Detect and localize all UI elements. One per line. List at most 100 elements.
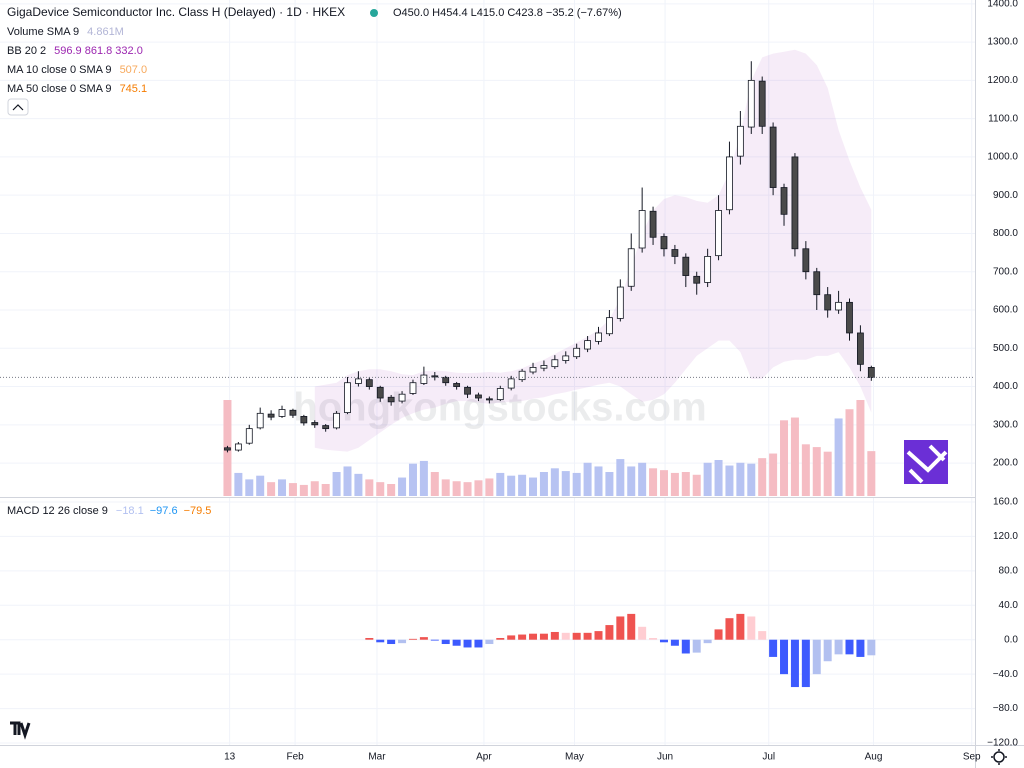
x-tick-label: Feb: [287, 752, 305, 763]
histogram-bar: [430, 639, 439, 641]
histogram-bar: [867, 639, 876, 656]
histogram-bar: [539, 633, 548, 640]
candle-body: [802, 248, 810, 273]
candle-body: [671, 249, 679, 257]
y-tick-label: 0.0: [1004, 634, 1018, 645]
volume-bar: [550, 468, 559, 496]
histogram-bar: [561, 632, 570, 640]
grid-layer: [0, 0, 975, 745]
volume-bar: [747, 463, 756, 496]
x-tick-label: Jul: [762, 752, 775, 763]
logo-bg: [904, 440, 948, 484]
y-tick-label: 1400.0: [987, 0, 1018, 9]
volume-bar: [725, 465, 734, 496]
legend-name: Volume SMA 9: [7, 26, 79, 38]
candle-body: [704, 256, 712, 283]
x-tick-label: Apr: [476, 752, 492, 763]
candle-body: [584, 340, 591, 350]
logo-mark: [906, 444, 948, 484]
histogram-bar: [670, 639, 679, 646]
histogram-bar: [572, 632, 581, 640]
volume-bar: [649, 468, 658, 496]
settings-button[interactable]: [991, 749, 1007, 765]
y-tick-label: 40.0: [999, 600, 1019, 611]
candle-body: [649, 210, 657, 238]
histogram-bar: [856, 639, 865, 657]
candle-body: [355, 378, 362, 384]
candle-body: [311, 422, 319, 426]
legend-value: 507.0: [120, 64, 148, 76]
candle-body: [562, 355, 570, 361]
histogram-bar: [747, 616, 756, 640]
volume-bar: [780, 420, 789, 496]
volume-bar: [387, 484, 396, 496]
y-tick-label: −40.0: [993, 669, 1019, 680]
volume-bar: [485, 478, 494, 496]
volume-bar: [758, 458, 767, 496]
candle-body: [234, 443, 242, 451]
volume-bar: [834, 418, 843, 496]
candle-body: [660, 236, 668, 250]
y-tick-label: 600.0: [993, 305, 1018, 316]
candle-body: [333, 412, 340, 429]
volume-bar: [790, 417, 799, 496]
candle-body: [376, 386, 384, 399]
y-tick-label: 80.0: [999, 565, 1019, 576]
candle-body: [638, 210, 646, 249]
volume-bar: [234, 472, 243, 496]
histogram-bar: [387, 639, 396, 645]
histogram-bar: [845, 639, 854, 655]
tv-logo: [7, 717, 31, 741]
collapse-button[interactable]: [7, 98, 29, 116]
candle-body: [693, 275, 701, 284]
settings-icon: [993, 751, 1005, 763]
volume-bar: [256, 475, 265, 496]
legend-name: MA 10 close 0 SMA 9: [7, 64, 112, 76]
histogram-bar: [398, 639, 407, 644]
candle-body: [627, 248, 635, 287]
histogram-bar: [441, 639, 450, 645]
histogram-bar: [408, 638, 417, 640]
x-tick-label: 13: [224, 752, 236, 763]
y-tick-label: −80.0: [993, 703, 1019, 714]
candle-body: [529, 367, 537, 373]
ohlc-values: O450.0 H454.4 L415.0 C423.8 −35.2 (−7.67…: [393, 7, 622, 19]
volume-bar: [496, 472, 505, 496]
candle-body: [747, 79, 755, 128]
histogram-bar: [769, 639, 778, 657]
x-tick-label: Sep: [963, 752, 981, 763]
candle-body: [267, 413, 275, 418]
label-layer: 13 Feb Mar Apr May Jun Jul Aug Sep 1400.0 1300.0 12…: [224, 0, 1018, 763]
histogram-bar: [649, 637, 658, 640]
volume-bar: [452, 481, 461, 496]
candle-body: [595, 332, 602, 342]
volume-bar: [529, 477, 538, 496]
histogram-bar: [725, 618, 734, 640]
histogram-bar: [605, 625, 614, 640]
histogram-bar: [823, 639, 832, 662]
candle-body: [485, 398, 493, 401]
legend-value: 745.1: [120, 83, 148, 95]
x-tick-label: Jun: [657, 752, 673, 763]
candle-body: [278, 409, 286, 417]
volume-bar: [518, 474, 527, 496]
candle-body: [780, 187, 788, 215]
volume-bar: [539, 472, 548, 496]
volume-bar: [430, 472, 439, 496]
legend-name: BB 20 2: [7, 45, 46, 57]
histogram-bar: [790, 639, 799, 688]
candle-body: [398, 393, 406, 402]
volume-bar: [365, 479, 374, 496]
histogram-bar: [812, 639, 821, 675]
candle-body: [682, 256, 690, 276]
volume-bar: [823, 451, 832, 496]
settings-icon-teeth: [991, 749, 1007, 765]
histogram-bar: [703, 639, 712, 644]
candle-body: [867, 367, 875, 378]
histogram-bar: [463, 639, 472, 648]
volume-bar: [419, 460, 428, 496]
volume-bar: [321, 484, 330, 496]
candle-body: [616, 286, 624, 319]
histogram-bar: [419, 637, 428, 640]
